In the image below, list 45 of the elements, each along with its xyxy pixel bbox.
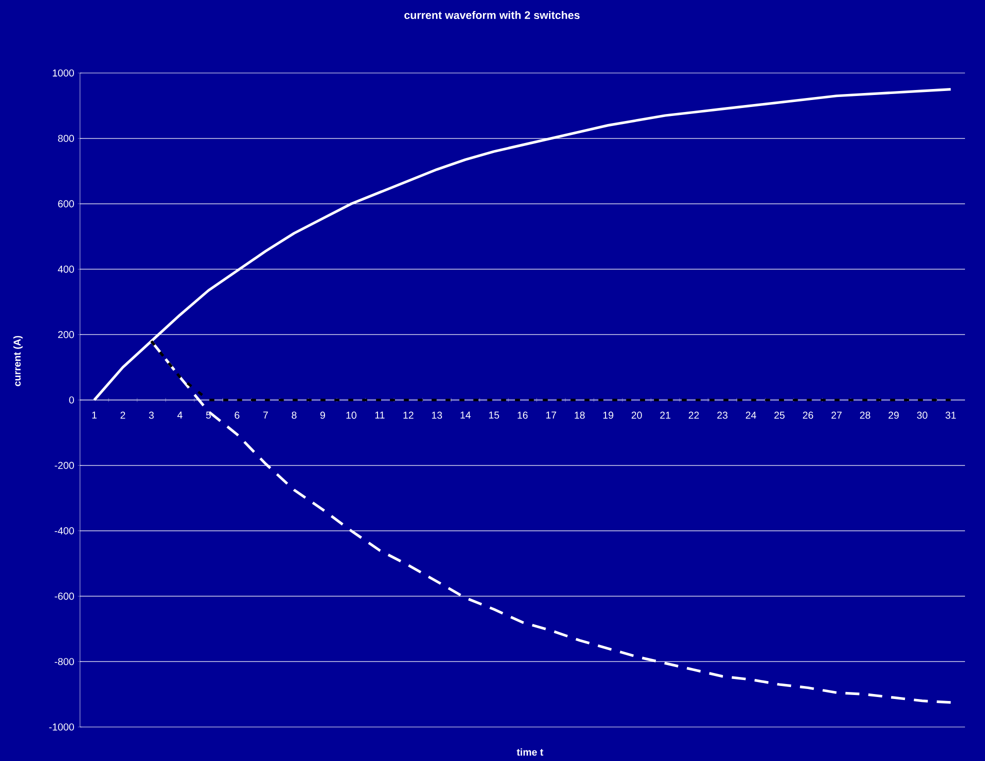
y-tick-label: -400 — [54, 527, 74, 534]
x-tick-label: 24 — [746, 412, 756, 419]
x-tick-label: 30 — [917, 412, 928, 419]
y-tick-label: 1000 — [52, 69, 74, 77]
x-tick-label: 20 — [632, 412, 642, 419]
x-tick-label: 21 — [660, 412, 670, 419]
x-axis-title: time t — [516, 748, 544, 756]
y-tick-label: -200 — [54, 462, 74, 469]
x-tick-label: 26 — [802, 412, 814, 419]
x-tick-label: 19 — [603, 412, 614, 419]
x-tick-label: 23 — [717, 412, 728, 419]
x-tick-label: 17 — [546, 412, 556, 419]
x-tick-label: 3 — [148, 412, 154, 419]
x-tick-label: 22 — [688, 412, 699, 419]
y-tick-label: 800 — [58, 134, 74, 142]
x-tick-label: 9 — [320, 412, 325, 419]
x-tick-label: 11 — [375, 412, 384, 419]
chart-title: current waveform with 2 switches — [404, 10, 580, 20]
x-tick-label: 12 — [404, 412, 414, 419]
x-tick-label: 6 — [234, 412, 240, 419]
y-tick-label: -1000 — [49, 723, 74, 731]
y-tick-label: -800 — [54, 658, 74, 666]
y-axis-title: current (A) — [13, 336, 23, 386]
x-tick-label: 7 — [263, 412, 268, 419]
x-tick-label: 31 — [946, 412, 956, 419]
x-tick-label: 10 — [346, 412, 356, 419]
x-tick-label: 25 — [774, 412, 785, 419]
x-tick-label: 13 — [432, 412, 442, 419]
x-tick-label: 1 — [92, 412, 97, 419]
y-tick-label: -600 — [54, 592, 74, 600]
x-tick-label: 8 — [292, 412, 296, 419]
y-tick-label: 600 — [58, 200, 74, 208]
x-tick-label: 29 — [888, 412, 899, 419]
x-tick-label: 16 — [518, 412, 528, 419]
y-tick-label: 400 — [58, 266, 74, 273]
x-tick-label: 18 — [574, 412, 585, 419]
x-tick-label: 28 — [860, 412, 870, 419]
x-tick-label: 14 — [460, 412, 471, 419]
x-tick-label: 4 — [177, 412, 182, 419]
x-tick-label: 5 — [206, 412, 211, 419]
x-tick-label: 27 — [831, 412, 842, 419]
x-tick-label: 15 — [489, 412, 500, 419]
y-tick-label: 200 — [58, 331, 74, 338]
x-tick-label: 2 — [120, 412, 126, 419]
y-tick-label: 0 — [69, 396, 74, 404]
